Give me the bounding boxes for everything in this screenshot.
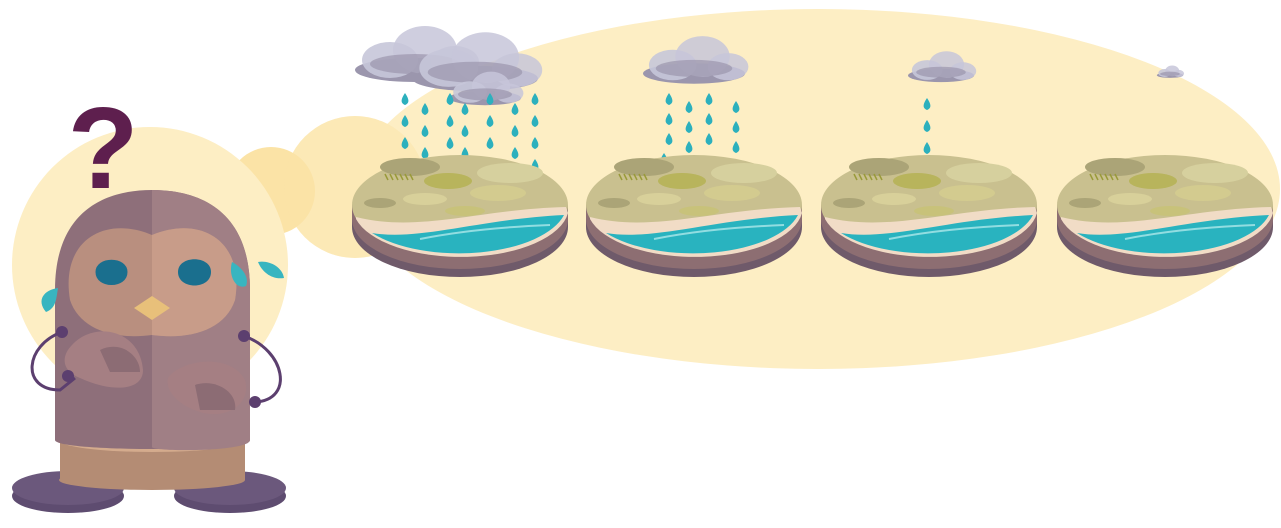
rain-drop [665, 93, 673, 105]
rain-drop [685, 121, 693, 133]
hill [1150, 206, 1190, 216]
rain-drop [665, 133, 673, 145]
rain-drop [401, 93, 409, 105]
hill [470, 185, 526, 201]
rain-drop [923, 142, 931, 154]
rain-drop [732, 101, 740, 113]
beak [134, 296, 170, 320]
hill [914, 206, 954, 216]
rain-drop [461, 125, 469, 137]
hill [1182, 163, 1248, 183]
rain-drop [486, 115, 494, 127]
rain-drop [531, 137, 539, 149]
rain-drop [685, 101, 693, 113]
cloud-icon [449, 71, 524, 106]
hill [614, 158, 674, 176]
weather-panels [352, 26, 1273, 277]
rain-drop [705, 133, 713, 145]
hill [872, 193, 916, 205]
rain-drop [446, 93, 454, 105]
left-eye [94, 258, 129, 286]
rain-drop [401, 137, 409, 149]
right-arm-wire [243, 334, 282, 404]
rain-drop [511, 103, 519, 115]
rain-drop [531, 115, 539, 127]
hill [1108, 193, 1152, 205]
hill [1085, 158, 1145, 176]
tear-icon-right [230, 262, 247, 287]
rain-drop [732, 141, 740, 153]
hill [711, 163, 777, 183]
rain-drop [421, 147, 429, 159]
rain-drop [732, 121, 740, 133]
rain-drop [421, 125, 429, 137]
hill [893, 173, 941, 189]
ocean [606, 215, 798, 254]
rain-drop [446, 115, 454, 127]
rain-drop [705, 113, 713, 125]
rain-drop [401, 115, 409, 127]
confused-character: ? [12, 83, 286, 513]
left-arm-wire [30, 330, 76, 392]
rain-drop [685, 141, 693, 153]
hill [1069, 198, 1101, 208]
rain-drop [511, 147, 519, 159]
right-eye [178, 259, 211, 286]
cloud-icon [908, 51, 977, 83]
hill [445, 206, 485, 216]
rain-drop [421, 103, 429, 115]
tear-icon-left [41, 288, 58, 312]
hill [364, 198, 396, 208]
hill [637, 193, 681, 205]
hill [477, 163, 543, 183]
left-wing [64, 331, 143, 388]
island-panel [352, 26, 568, 277]
hill [598, 198, 630, 208]
rain-drop [665, 113, 673, 125]
ocean [1077, 215, 1269, 254]
ocean [841, 215, 1033, 254]
rain-drop [705, 93, 713, 105]
thought-bubble-main [356, 9, 1280, 369]
hill [939, 185, 995, 201]
island-panel [586, 36, 802, 277]
rain-drop [511, 125, 519, 137]
rain-drop [923, 120, 931, 132]
rain-drop [446, 137, 454, 149]
cloud-icon [1156, 65, 1185, 78]
hill [424, 173, 472, 189]
hill [679, 206, 719, 216]
rain-drop [923, 98, 931, 110]
hill [1129, 173, 1177, 189]
hill [403, 193, 447, 205]
question-mark: ? [68, 83, 139, 213]
hill [380, 158, 440, 176]
rain-drop [486, 137, 494, 149]
rain-drop [531, 93, 539, 105]
hill [658, 173, 706, 189]
hill [833, 198, 865, 208]
tear-icon-far-right [258, 261, 284, 279]
rain-drop [461, 103, 469, 115]
hill [704, 185, 760, 201]
hill [1175, 185, 1231, 201]
ocean [372, 215, 564, 254]
rain-drop [486, 93, 494, 105]
hill [946, 163, 1012, 183]
cloud-icon [643, 36, 749, 84]
hill [849, 158, 909, 176]
thought-bubble [227, 9, 1280, 369]
island-panel [821, 51, 1037, 277]
island-panel [1057, 65, 1273, 277]
